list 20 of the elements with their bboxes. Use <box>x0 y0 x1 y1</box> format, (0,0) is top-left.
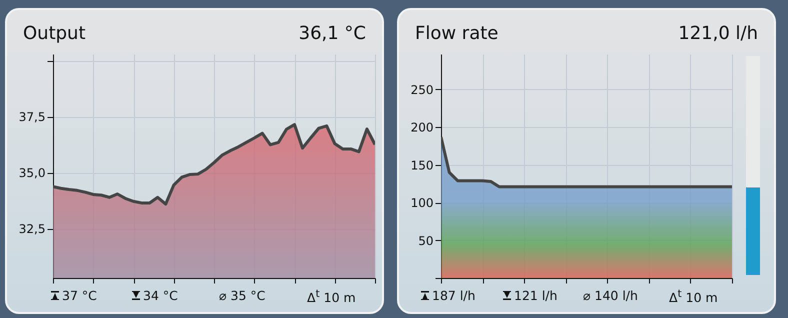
y-tick-label: 150 <box>410 158 434 172</box>
chart-title: Output <box>23 23 86 44</box>
text: Δ$^{t}$ 10 m <box>669 288 718 306</box>
y-tick-label: 35,0 <box>18 166 46 180</box>
text: Δ$^{t}$ 10 m <box>307 288 356 306</box>
y-tick-label: 37,5 <box>18 110 46 124</box>
text: 37 °C <box>62 288 97 303</box>
text: 34 °C <box>143 288 178 303</box>
text: ⌀ 140 l/h <box>583 288 638 303</box>
text: 187 l/h <box>432 288 476 303</box>
y-tick-label: 50 <box>418 234 434 248</box>
text: 121 l/h <box>514 288 558 303</box>
chart-subtitle: 36,1 °C <box>298 23 366 44</box>
y-tick-label: 250 <box>410 82 434 97</box>
y-tick-label: 100 <box>410 196 434 210</box>
y-tick-label: 32,5 <box>18 222 46 236</box>
chart-title: Flow rate <box>415 23 498 44</box>
y-tick-label: 200 <box>410 120 434 135</box>
text: ⌀ 35 °C <box>219 288 266 303</box>
chart-subtitle: 121,0 l/h <box>678 23 758 44</box>
